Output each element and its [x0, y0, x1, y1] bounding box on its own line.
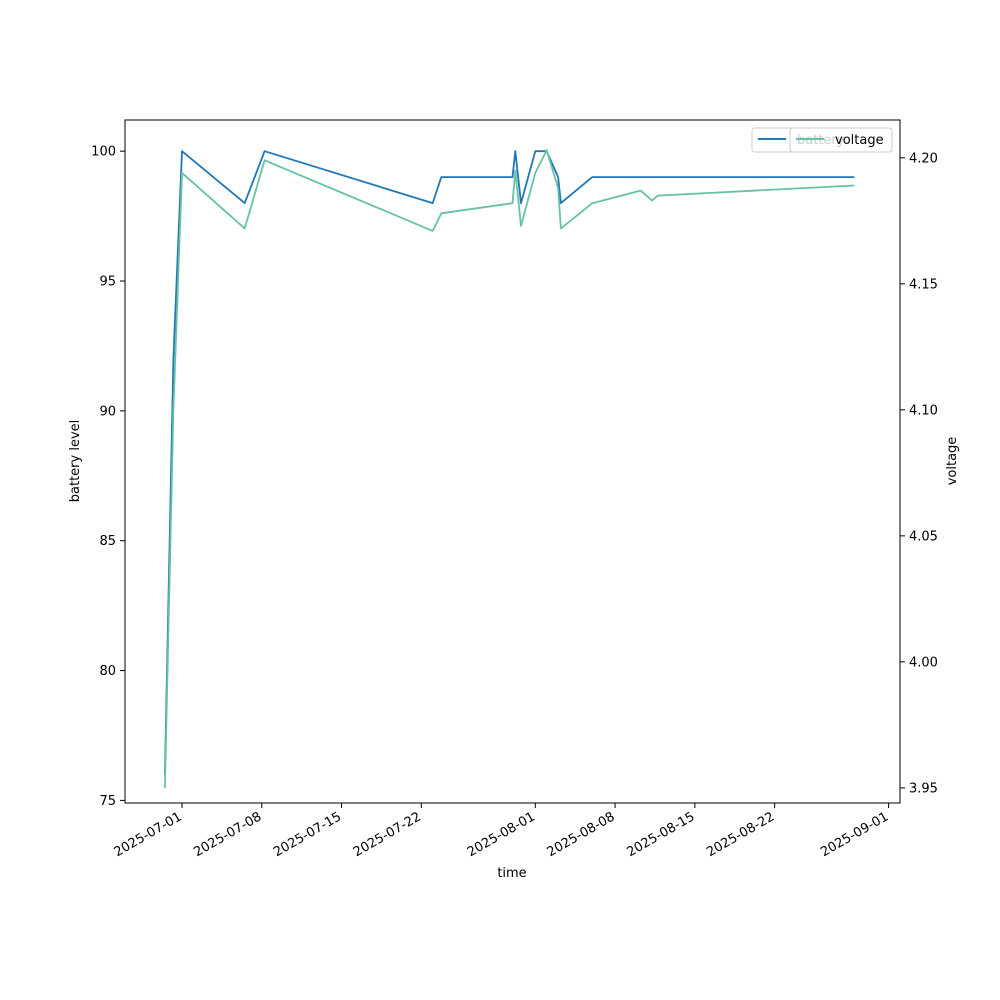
legend-right: voltage — [789, 127, 893, 153]
y-axis-left: 75 80 85 90 95 100 — [91, 145, 125, 809]
plot-lines — [164, 149, 855, 788]
series-line-voltage — [164, 149, 855, 788]
x-tick-label: 2025-08-22 — [704, 809, 777, 860]
x-tick-label: 2025-08-08 — [545, 809, 618, 860]
x-tick-label: 2025-07-01 — [112, 809, 185, 860]
y-right-tick-label: 4.20 — [909, 151, 938, 166]
y-left-tick-label: 100 — [91, 145, 116, 160]
x-axis-label: time — [497, 866, 526, 881]
y-right-tick-label: 4.05 — [909, 529, 938, 544]
y-right-tick-label: 4.10 — [909, 403, 938, 418]
y-right-tick-label: 3.95 — [909, 781, 938, 796]
x-tick-label: 2025-07-08 — [191, 809, 264, 860]
x-axis: 2025-07-01 2025-07-08 2025-07-15 2025-07-22… — [112, 803, 891, 860]
y-axis-left-label: battery level — [68, 420, 83, 503]
y-right-tick-label: 4.00 — [909, 655, 938, 670]
legend-voltage-label: voltage — [835, 133, 884, 148]
y-left-tick-label: 80 — [99, 664, 116, 679]
y-left-tick-label: 95 — [99, 275, 116, 290]
x-tick-label: 2025-08-01 — [465, 809, 538, 860]
y-left-tick-label: 85 — [99, 534, 116, 549]
y-axis-right-label: voltage — [945, 437, 960, 486]
x-tick-label: 2025-07-22 — [351, 809, 424, 860]
x-tick-label: 2025-08-15 — [624, 809, 697, 860]
x-tick-label: 2025-09-01 — [818, 809, 891, 860]
legend-right-frame — [789, 127, 893, 153]
plot-frame — [124, 119, 901, 804]
y-right-tick-label: 4.15 — [909, 277, 938, 292]
y-left-tick-label: 90 — [99, 404, 116, 419]
x-tick-label: 2025-07-15 — [271, 809, 344, 860]
y-axis-right: 3.95 4.00 4.05 4.10 4.15 4.20 — [900, 151, 938, 796]
y-left-tick-label: 75 — [99, 794, 116, 809]
series-line-battery — [164, 150, 855, 775]
